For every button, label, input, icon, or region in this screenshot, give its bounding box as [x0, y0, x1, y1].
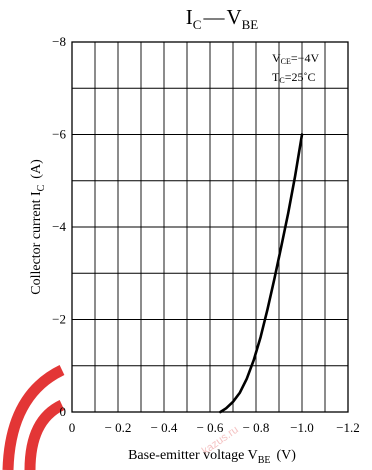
y-tick-label: −6	[52, 127, 66, 142]
x-tick-label: −1.2	[336, 420, 360, 435]
y-tick-labels: 0 −2 −4 −6 −8	[52, 34, 66, 419]
title-subscript-1: C	[193, 17, 202, 32]
x-axis-label-text: Base-emitter voltage V	[128, 448, 258, 463]
y-tick-label: −8	[52, 34, 66, 49]
watermark-arc-inner	[24, 400, 65, 470]
y-axis-label-unit: (A)	[29, 159, 44, 179]
x-tick-label: − 0.4	[151, 420, 178, 435]
x-tick-label: 0	[69, 420, 76, 435]
condition-tc: TC=25˚C	[272, 70, 315, 85]
plot-grid	[72, 42, 348, 412]
series-curve	[219, 133, 304, 414]
watermark-arc-outer	[2, 365, 65, 470]
condition-vce-prefix: V	[272, 51, 281, 65]
x-axis-label-unit: (V)	[276, 448, 296, 463]
title-subscript-2: BE	[242, 17, 259, 32]
x-tick-label: −1.0	[290, 420, 314, 435]
condition-vce: VCE=−4V	[272, 51, 319, 66]
y-tick-label: −2	[52, 312, 66, 327]
title-symbol-2: V	[226, 5, 241, 29]
conditions-box: VCE=−4V TC=25˚C	[272, 51, 319, 85]
chart-title: IC—VBE	[186, 5, 259, 32]
x-tick-label: − 0.8	[243, 420, 270, 435]
condition-vce-value: =−4V	[291, 51, 320, 65]
x-axis-label: Base-emitter voltage VBE (V)	[128, 448, 296, 466]
y-tick-label: 0	[60, 404, 67, 419]
condition-tc-sub: C	[279, 76, 284, 85]
y-tick-label: −4	[52, 219, 66, 234]
plot-frame	[71, 41, 349, 413]
condition-tc-value: =25˚C	[285, 70, 316, 84]
title-symbol-1: I	[186, 5, 193, 29]
x-tick-labels: 0 − 0.2 − 0.4 − 0.6 − 0.8 −1.0 −1.2	[69, 420, 360, 435]
x-tick-label: − 0.6	[197, 420, 224, 435]
condition-vce-sub: CE	[281, 57, 291, 66]
x-axis-label-sub: BE	[258, 455, 271, 466]
y-axis-label: Collector current IC (A)	[29, 159, 47, 295]
condition-tc-prefix: T	[272, 70, 280, 84]
x-tick-label: − 0.2	[105, 420, 132, 435]
y-axis-label-sub: C	[36, 184, 47, 191]
title-dash: —	[202, 5, 225, 29]
y-axis-label-text: Collector current I	[29, 191, 44, 295]
